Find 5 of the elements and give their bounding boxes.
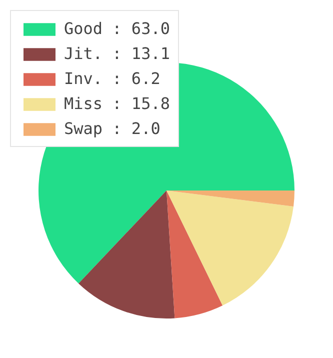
legend-label: Inv. : 6.2	[64, 69, 160, 88]
legend-label: Jit. : 13.1	[64, 44, 170, 63]
legend-label: Good : 63.0	[64, 19, 170, 38]
legend-label: Miss : 15.8	[64, 94, 170, 113]
legend-label: Swap : 2.0	[64, 119, 160, 138]
